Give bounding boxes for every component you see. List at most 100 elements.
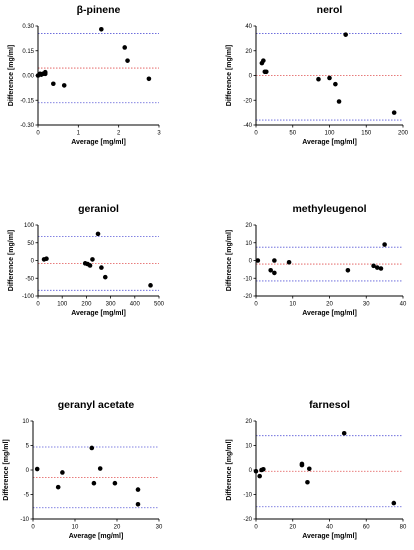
y-tick-label: -100 bbox=[22, 294, 35, 300]
data-point bbox=[261, 466, 266, 472]
y-axis-label: Difference [mg/ml] bbox=[226, 45, 233, 106]
y-tick-label: 20 bbox=[245, 49, 252, 55]
chart-panel: farnesol 0 20 40 60 80 20 10 0 -10 -20 Average [mg/… bbox=[226, 399, 407, 540]
x-axis-label: Average [mg/ml] bbox=[302, 310, 357, 317]
x-axis-label: Average [mg/ml] bbox=[71, 310, 126, 317]
x-tick-label: 0 bbox=[36, 302, 40, 308]
data-point bbox=[255, 258, 261, 263]
x-axis-label: Average [mg/ml] bbox=[69, 533, 124, 540]
chart-panel: geranyl acetate 0 10 20 30 10 5 0 -5 -10 Average [… bbox=[3, 399, 163, 540]
y-tick-label: 10 bbox=[245, 241, 252, 247]
data-point bbox=[135, 487, 141, 492]
data-point bbox=[34, 466, 40, 472]
data-point bbox=[89, 445, 95, 451]
y-tick-label: 0 bbox=[249, 259, 253, 265]
data-point bbox=[253, 468, 259, 474]
y-tick-label: 0.30 bbox=[22, 24, 34, 30]
data-point bbox=[148, 283, 153, 288]
data-point bbox=[382, 242, 387, 247]
data-point bbox=[90, 257, 95, 262]
data-point bbox=[112, 480, 118, 486]
data-point bbox=[327, 75, 332, 81]
y-axis-label: Difference [mg/ml] bbox=[226, 439, 233, 500]
x-tick-label: 3 bbox=[157, 131, 161, 137]
x-tick-label: 300 bbox=[106, 302, 117, 308]
data-point bbox=[44, 256, 49, 262]
data-point bbox=[91, 480, 97, 486]
y-tick-label: -50 bbox=[25, 276, 34, 282]
y-tick-label: 50 bbox=[27, 241, 34, 247]
y-tick-label: 0 bbox=[249, 74, 253, 80]
y-tick-label: 0 bbox=[31, 259, 35, 265]
data-point bbox=[286, 259, 292, 265]
data-point bbox=[345, 267, 351, 273]
x-tick-label: 80 bbox=[400, 525, 407, 531]
y-tick-label: -20 bbox=[243, 294, 252, 300]
x-axis-label: Average [mg/ml] bbox=[302, 533, 357, 540]
x-tick-label: 20 bbox=[289, 525, 296, 531]
x-axis-label: Average [mg/ml] bbox=[302, 139, 357, 146]
data-point bbox=[263, 69, 269, 75]
x-tick-label: 50 bbox=[289, 131, 296, 137]
data-point bbox=[336, 99, 342, 104]
x-tick-label: 400 bbox=[130, 302, 141, 308]
x-tick-label: 2 bbox=[117, 131, 121, 137]
y-tick-label: -40 bbox=[243, 123, 252, 129]
data-point bbox=[135, 502, 141, 507]
x-axis-label: Average [mg/ml] bbox=[71, 139, 126, 146]
x-tick-label: 200 bbox=[81, 302, 92, 308]
y-tick-label: 10 bbox=[22, 419, 29, 425]
y-tick-label: -0.30 bbox=[20, 123, 34, 129]
data-point bbox=[42, 71, 48, 77]
data-point bbox=[391, 110, 397, 115]
y-tick-label: 0.15 bbox=[22, 49, 34, 55]
x-tick-label: 100 bbox=[57, 302, 68, 308]
data-point bbox=[257, 473, 262, 479]
x-tick-label: 200 bbox=[398, 131, 409, 137]
data-point bbox=[261, 58, 266, 63]
y-axis-label: Difference [mg/ml] bbox=[8, 230, 15, 291]
data-point bbox=[306, 466, 312, 472]
data-point bbox=[272, 258, 277, 263]
x-tick-label: 20 bbox=[326, 302, 333, 308]
data-point bbox=[371, 263, 376, 269]
x-tick-label: 500 bbox=[154, 302, 165, 308]
data-point bbox=[60, 470, 65, 475]
y-tick-label: 0.00 bbox=[22, 74, 34, 80]
y-tick-label: 40 bbox=[245, 24, 252, 30]
y-tick-label: -10 bbox=[20, 517, 29, 523]
y-tick-label: -5 bbox=[24, 493, 30, 499]
x-tick-label: 100 bbox=[324, 131, 335, 137]
data-point bbox=[122, 45, 128, 50]
y-tick-label: -20 bbox=[243, 98, 252, 104]
chart-title: β-pinene bbox=[77, 4, 121, 16]
data-point bbox=[316, 76, 321, 82]
data-point bbox=[333, 81, 338, 87]
y-tick-label: -0.15 bbox=[20, 98, 34, 104]
chart-panel: β-pinene 0 1 2 3 0.30 0.15 0.00 -0.15 -0.30 Averag… bbox=[8, 4, 161, 146]
x-tick-label: 10 bbox=[72, 525, 79, 531]
chart-panel: methyleugenol 0 10 20 30 40 20 10 0 -10 -20 Average… bbox=[226, 203, 407, 317]
x-tick-label: 60 bbox=[363, 525, 370, 531]
y-tick-label: 10 bbox=[245, 444, 252, 450]
data-point bbox=[343, 32, 348, 37]
y-axis-label: Difference [mg/ml] bbox=[8, 45, 15, 106]
y-tick-label: -20 bbox=[243, 517, 252, 523]
x-tick-label: 40 bbox=[400, 302, 407, 308]
x-tick-label: 0 bbox=[31, 525, 35, 531]
data-point bbox=[99, 27, 104, 32]
data-point bbox=[146, 76, 152, 82]
data-point bbox=[272, 270, 277, 276]
y-axis-label: Difference [mg/ml] bbox=[3, 439, 10, 500]
data-point bbox=[305, 479, 310, 485]
x-tick-label: 0 bbox=[254, 302, 258, 308]
x-tick-label: 30 bbox=[156, 525, 163, 531]
x-tick-label: 0 bbox=[254, 131, 258, 137]
data-point bbox=[341, 430, 347, 436]
y-tick-label: -10 bbox=[243, 493, 252, 499]
y-tick-label: -10 bbox=[243, 276, 252, 282]
chart-title: geranyl acetate bbox=[58, 399, 135, 411]
data-point bbox=[51, 81, 56, 87]
data-point bbox=[55, 484, 61, 490]
